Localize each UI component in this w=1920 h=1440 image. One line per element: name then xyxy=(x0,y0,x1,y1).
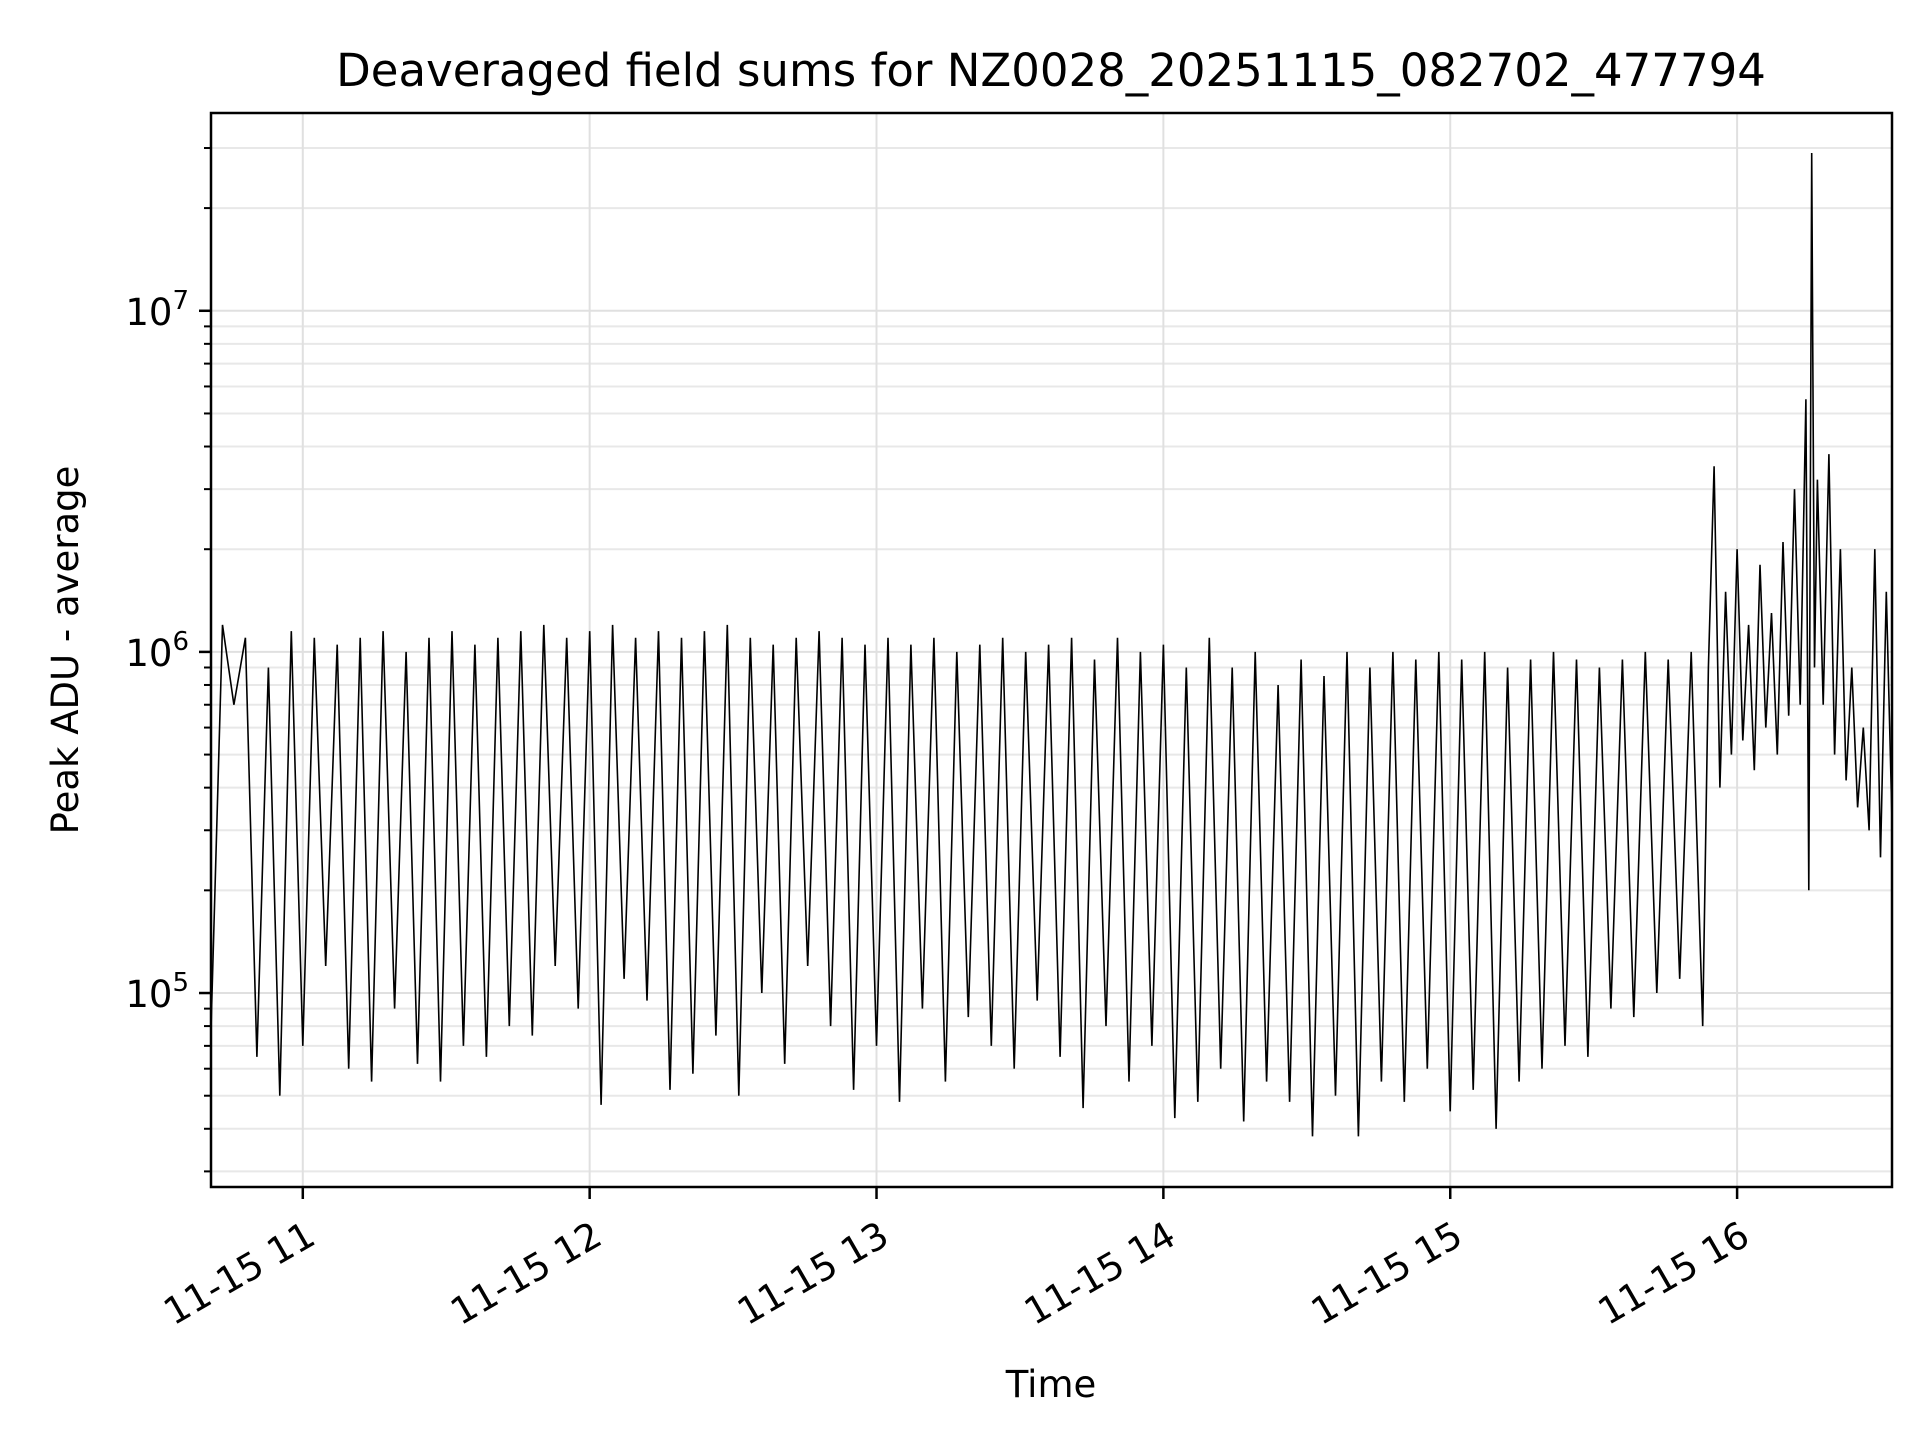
y-tick-label: 105 xyxy=(125,968,189,1016)
y-axis: 105 106 107 xyxy=(125,147,211,1173)
x-axis-label: Time xyxy=(1005,1363,1097,1406)
plot-area xyxy=(210,152,1893,1137)
axes-frame xyxy=(209,111,1894,1189)
chart-title: Deaveraged field sums for NZ0028_2025111… xyxy=(336,44,1766,97)
y-tick-label: 107 xyxy=(125,286,189,334)
y-tick-label: 106 xyxy=(125,627,189,675)
y-axis-label: Peak ADU - average xyxy=(44,466,87,835)
series-line xyxy=(210,152,1893,1137)
